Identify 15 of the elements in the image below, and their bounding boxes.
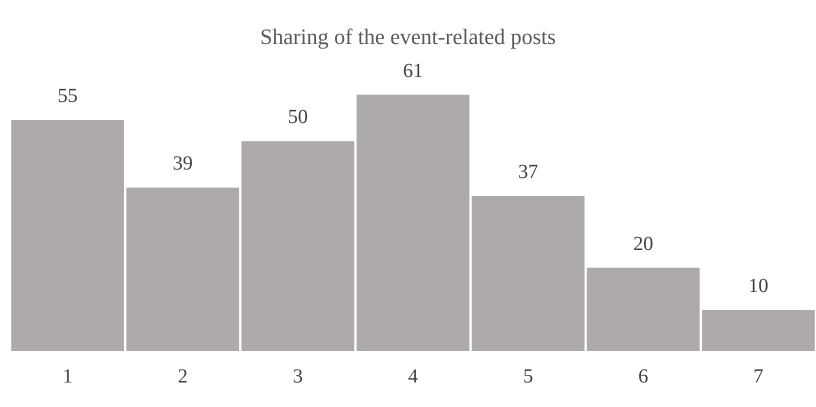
x-tick-label: 2: [178, 365, 188, 388]
data-label: 10: [748, 275, 768, 298]
x-tick-label: 4: [408, 365, 418, 388]
x-tick-label: 3: [292, 365, 303, 388]
x-tick-label: 7: [753, 365, 764, 388]
data-label: 37: [518, 161, 538, 184]
data-label: 39: [172, 152, 193, 175]
data-label: 50: [288, 106, 308, 128]
x-tick-label: 1: [62, 365, 73, 388]
x-tick-label: 5: [523, 365, 534, 388]
data-label: 55: [58, 85, 78, 108]
data-label: 20: [633, 232, 654, 255]
data-label: 61: [403, 60, 423, 82]
chart-title: Sharing of the event-related posts: [259, 24, 557, 51]
x-tick-label: 6: [638, 365, 648, 388]
